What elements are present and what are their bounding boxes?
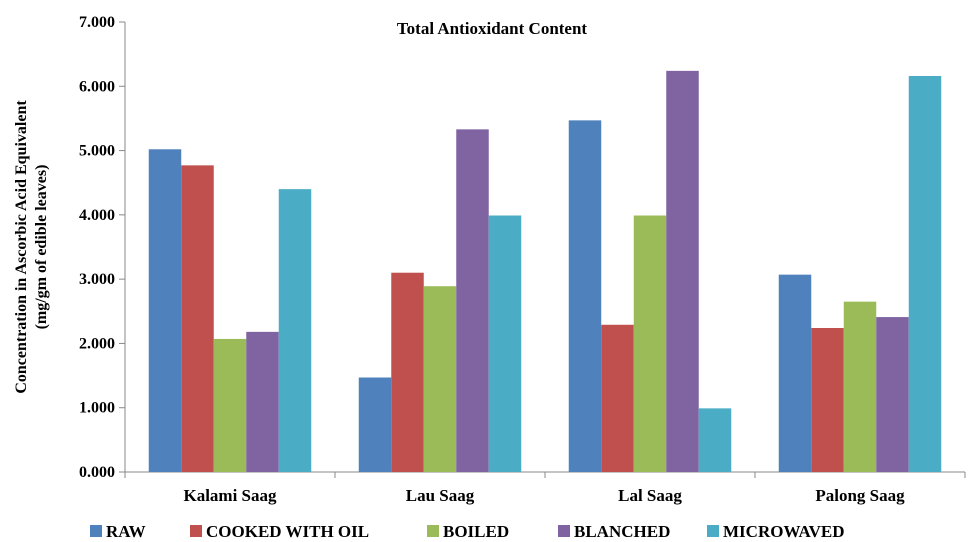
chart-title: Total Antioxidant Content <box>397 19 588 38</box>
bar-boiled-lau-saag <box>423 286 457 472</box>
y-axis-label-line-2: (mg/gm of edible leaves) <box>33 165 50 330</box>
legend-swatch <box>190 525 202 537</box>
bars <box>148 70 942 473</box>
bar-raw-kalami-saag <box>148 149 182 473</box>
x-tick-label: Lal Saag <box>618 486 682 505</box>
legend-swatch <box>90 525 102 537</box>
bar-cooked-with-oil-kalami-saag <box>181 165 214 472</box>
x-tick-labels: Kalami Saag Lau Saag Lal Saag Palong Saag <box>183 486 905 505</box>
y-tick-label: 7.000 <box>79 14 115 31</box>
bar-boiled-palong-saag <box>843 301 877 472</box>
legend-label: BLANCHED <box>574 522 670 541</box>
y-tick-label: 4.000 <box>79 207 115 224</box>
bar-blanched-lal-saag <box>666 70 699 472</box>
bar-raw-palong-saag <box>778 274 812 472</box>
legend-label: MICROWAVED <box>723 522 845 541</box>
bar-microwaved-kalami-saag <box>278 189 312 472</box>
bar-raw-lal-saag <box>568 120 602 472</box>
y-tick-labels: 0.000 1.000 2.000 3.000 4.000 5.000 6.000 7.000 <box>79 14 115 481</box>
legend-swatch <box>707 525 719 537</box>
legend-label: RAW <box>106 522 146 541</box>
x-tick-label: Palong Saag <box>815 486 905 505</box>
y-tick-label: 0.000 <box>79 464 115 481</box>
legend-swatch <box>558 525 570 537</box>
y-axis-label: Concentration in Ascorbic Acid Equivalen… <box>13 100 50 394</box>
bar-microwaved-lau-saag <box>488 215 522 472</box>
x-tick-label: Kalami Saag <box>183 486 277 505</box>
bar-cooked-with-oil-palong-saag <box>811 328 844 472</box>
bar-boiled-lal-saag <box>633 215 667 472</box>
x-tick-label: Lau Saag <box>406 486 475 505</box>
bar-boiled-kalami-saag <box>213 338 247 472</box>
y-axis-label-line-1: Concentration in Ascorbic Acid Equivalen… <box>13 100 30 394</box>
bar-blanched-lau-saag <box>456 129 489 472</box>
y-tick-label: 5.000 <box>79 143 115 160</box>
bar-raw-lau-saag <box>358 377 392 472</box>
y-tick-label: 2.000 <box>79 335 115 352</box>
bar-cooked-with-oil-lau-saag <box>391 272 424 472</box>
y-tick-label: 6.000 <box>79 78 115 95</box>
bar-blanched-palong-saag <box>876 317 909 472</box>
bar-cooked-with-oil-lal-saag <box>601 324 634 472</box>
y-tick-label: 3.000 <box>79 271 115 288</box>
legend-swatch <box>427 525 439 537</box>
bar-blanched-kalami-saag <box>246 331 279 472</box>
legend: RAW COOKED WITH OIL BOILED BLANCHED MICROWAV… <box>90 522 845 541</box>
legend-label: COOKED WITH OIL <box>206 522 369 541</box>
bar-microwaved-palong-saag <box>908 76 942 472</box>
bar-microwaved-lal-saag <box>698 408 732 472</box>
y-tick-label: 1.000 <box>79 400 115 417</box>
legend-label: BOILED <box>443 522 509 541</box>
